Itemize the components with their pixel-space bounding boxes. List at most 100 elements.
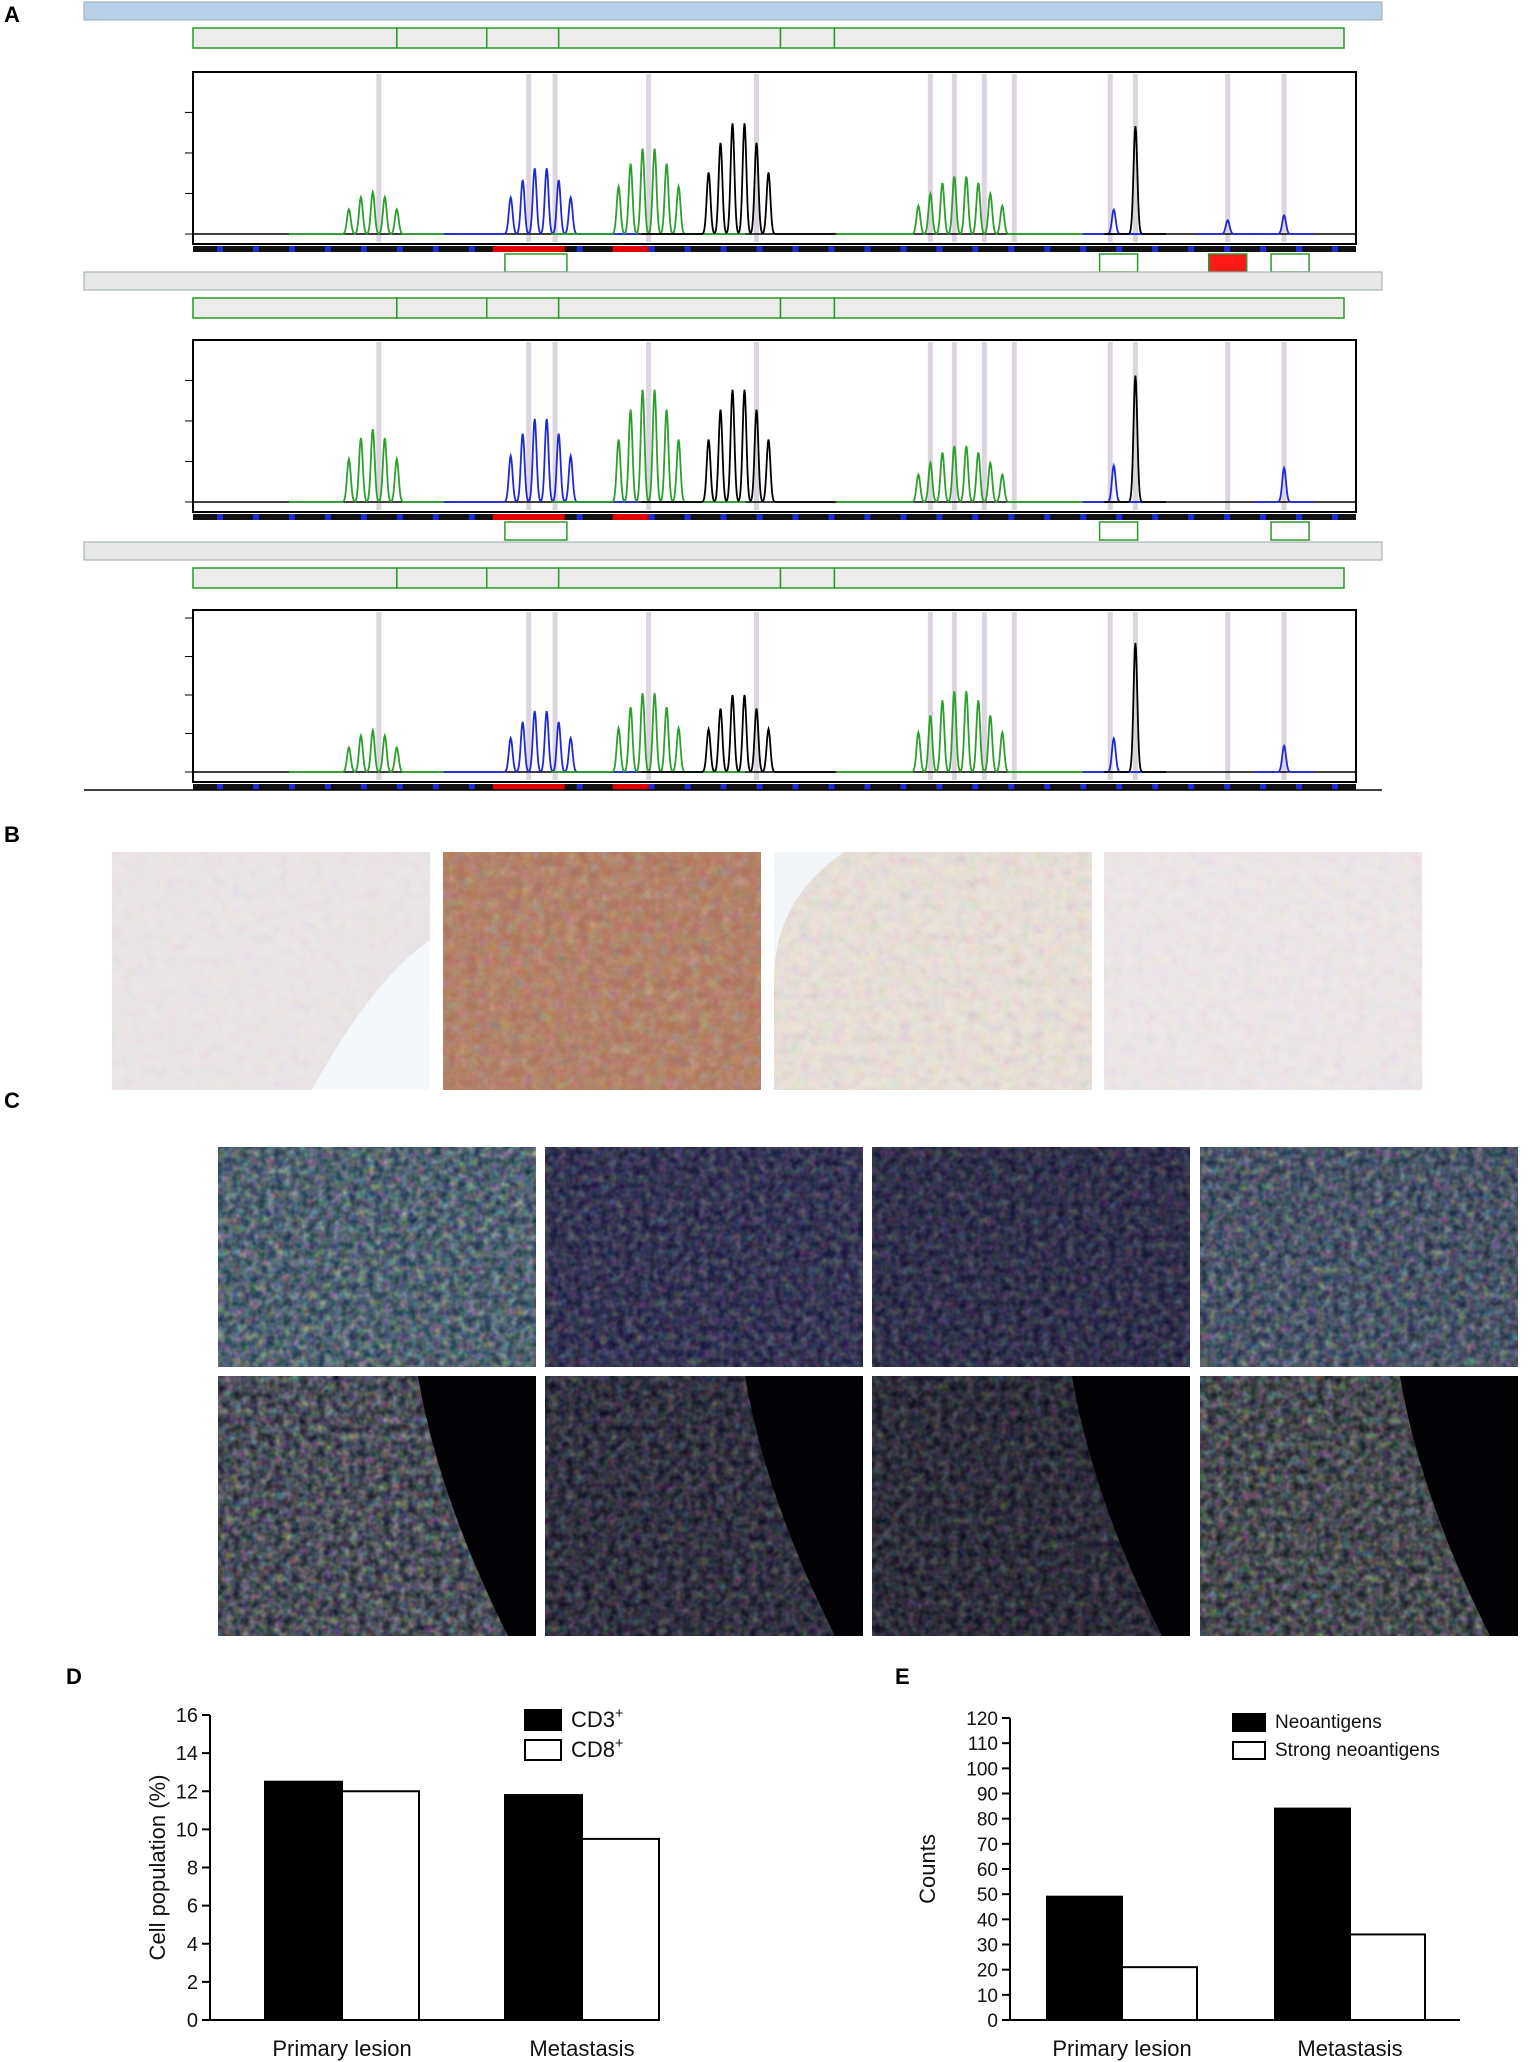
peak-trace-green xyxy=(288,727,457,773)
if-texture xyxy=(1200,1147,1518,1367)
panel-d-chart: 0 2 4 6 8 10 12 14 16 Cell population (%) Primary … xyxy=(145,1705,660,2061)
marker-bin xyxy=(396,27,488,49)
marker-bin xyxy=(779,27,836,49)
strip-segment xyxy=(468,246,475,252)
marker-bin xyxy=(192,27,398,49)
allele-box xyxy=(1270,253,1310,273)
strip-segment xyxy=(828,784,835,790)
y-tick-label: 100 xyxy=(966,1759,998,1780)
strip-segment xyxy=(900,514,907,520)
strip-segment xyxy=(1008,246,1015,252)
peak-trace-black xyxy=(1104,375,1166,503)
allele-call-line xyxy=(927,74,933,242)
x-category-label: Primary lesion xyxy=(272,2036,411,2061)
panel-c-immunofluorescence xyxy=(218,1147,1518,1636)
peak-trace-green xyxy=(288,428,457,503)
y-tick-label: 20 xyxy=(977,1961,998,1982)
strip-segment xyxy=(1080,246,1087,252)
strip-segment xyxy=(1044,246,1051,252)
allele-call-line xyxy=(754,342,760,510)
bar-strong-neoantigens-1 xyxy=(1349,1933,1426,2022)
legend-superscript: + xyxy=(615,1736,623,1752)
strip-segment xyxy=(1332,246,1339,252)
strip-segment xyxy=(972,246,979,252)
marker-bin xyxy=(779,297,836,319)
y-axis-label: Cell population (%) xyxy=(145,1775,170,1961)
y-tick-label: 14 xyxy=(176,1743,198,1765)
strip-segment xyxy=(756,514,763,520)
strip-segment xyxy=(1188,514,1195,520)
y-tick-label: 16 xyxy=(176,1705,198,1727)
ihc-texture xyxy=(1104,852,1422,1090)
y-tick-label: 12 xyxy=(176,1781,198,1803)
ihc-texture xyxy=(774,852,1092,1090)
allele-call-line xyxy=(1132,342,1138,510)
strip-segment xyxy=(252,514,259,520)
strip-segment xyxy=(1152,784,1159,790)
strip-segment xyxy=(828,514,835,520)
strip-red-mark xyxy=(492,514,565,520)
marker-bin xyxy=(557,297,782,319)
if-texture xyxy=(218,1147,536,1367)
y-tick-label: 10 xyxy=(977,1986,998,2007)
marker-bin xyxy=(779,567,836,589)
strip-segment xyxy=(1260,514,1267,520)
strip-segment xyxy=(360,246,367,252)
strip-segment xyxy=(252,784,259,790)
y-tick-label: 120 xyxy=(966,1709,998,1730)
plot-frame xyxy=(192,339,1357,513)
strip-segment xyxy=(972,514,979,520)
marker-bin xyxy=(396,297,488,319)
strip-segment xyxy=(684,514,691,520)
allele-call-line xyxy=(951,342,957,510)
strip-segment xyxy=(900,246,907,252)
strip-segment xyxy=(216,514,223,520)
strip-segment xyxy=(972,784,979,790)
allele-call-line xyxy=(376,342,382,510)
y-tick-label: 10 xyxy=(176,1819,198,1841)
x-category-label: Primary lesion xyxy=(1052,2036,1191,2061)
strip-segment xyxy=(468,784,475,790)
ihc-pms2 xyxy=(1104,852,1422,1090)
size-standard-strip xyxy=(193,514,1356,520)
allele-call-line xyxy=(1225,342,1231,510)
trace-title-bar xyxy=(83,271,1383,291)
strip-segment xyxy=(1044,784,1051,790)
marker-bin xyxy=(557,567,782,589)
allele-call-line xyxy=(754,74,760,242)
allele-call-line xyxy=(552,74,558,242)
ihc-mlh1 xyxy=(112,852,430,1090)
allele-call-line xyxy=(981,342,987,510)
strip-segment xyxy=(396,246,403,252)
allele-call-line xyxy=(1225,74,1231,242)
ihc-msh2 xyxy=(443,852,761,1090)
plot-frame xyxy=(192,609,1357,783)
strip-segment xyxy=(252,246,259,252)
y-tick-label: 60 xyxy=(977,1860,998,1881)
strip-segment xyxy=(396,784,403,790)
bar-cd3--0 xyxy=(264,1780,343,2021)
strip-segment xyxy=(1080,784,1087,790)
peak-trace-green xyxy=(551,389,746,503)
if-texture xyxy=(872,1147,1190,1367)
legend-swatch xyxy=(524,1709,562,1731)
panel-a-electropherograms xyxy=(83,1,1383,791)
strip-segment xyxy=(792,246,799,252)
strip-segment xyxy=(1188,784,1195,790)
strip-segment xyxy=(360,784,367,790)
trace-title-bar xyxy=(83,541,1383,561)
strip-segment xyxy=(648,514,655,520)
strip-segment xyxy=(288,246,295,252)
strip-segment xyxy=(1152,514,1159,520)
bar-neoantigens-1 xyxy=(1274,1807,1351,2021)
bar-strong-neoantigens-0 xyxy=(1121,1966,1198,2022)
strip-segment xyxy=(1008,514,1015,520)
peak-trace-blue xyxy=(1082,207,1145,235)
strip-segment xyxy=(1188,246,1195,252)
allele-box xyxy=(504,253,568,273)
legend-label: Strong neoantigens xyxy=(1275,1740,1440,1761)
peak-trace-green xyxy=(551,692,746,773)
allele-call-line xyxy=(526,342,532,510)
strip-segment xyxy=(1116,514,1123,520)
